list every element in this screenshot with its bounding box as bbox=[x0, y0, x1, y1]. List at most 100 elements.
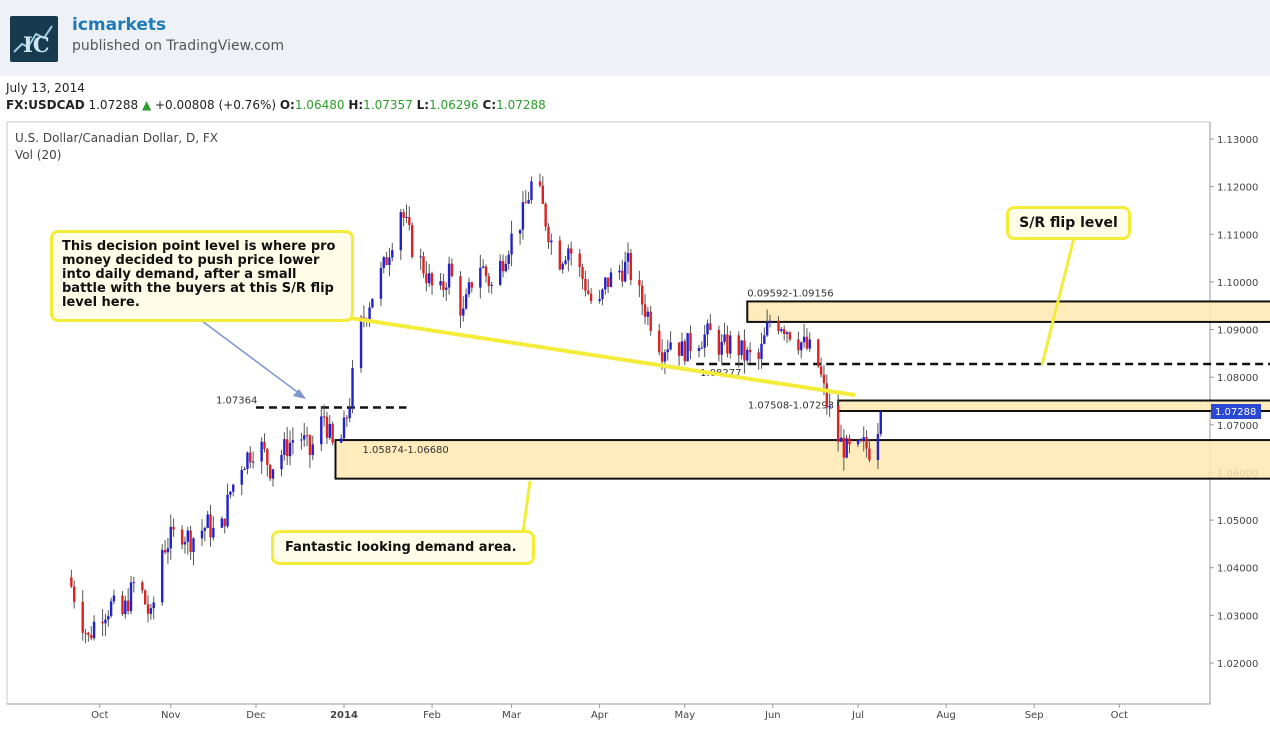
candle-body[interactable] bbox=[666, 349, 669, 353]
candle-body[interactable] bbox=[180, 529, 184, 545]
candle-body[interactable] bbox=[439, 281, 442, 286]
candle-body[interactable] bbox=[101, 621, 104, 624]
candle-body[interactable] bbox=[342, 417, 346, 439]
candle-body[interactable] bbox=[743, 340, 746, 361]
candle-body[interactable] bbox=[777, 320, 780, 332]
candle-body[interactable] bbox=[166, 548, 170, 553]
candle-body[interactable] bbox=[87, 632, 90, 636]
candle-body[interactable] bbox=[550, 240, 553, 243]
candle-body[interactable] bbox=[856, 440, 860, 445]
candle-body[interactable] bbox=[305, 435, 309, 437]
candle-body[interactable] bbox=[288, 442, 292, 457]
candle-body[interactable] bbox=[686, 333, 689, 362]
candle-body[interactable] bbox=[499, 261, 502, 285]
candle-body[interactable] bbox=[268, 464, 272, 479]
candle-body[interactable] bbox=[144, 590, 147, 605]
candle-body[interactable] bbox=[266, 448, 269, 465]
candle-body[interactable] bbox=[428, 273, 431, 284]
candle-body[interactable] bbox=[186, 530, 189, 542]
candle-body[interactable] bbox=[518, 229, 522, 234]
candle-body[interactable] bbox=[658, 330, 661, 353]
candle-body[interactable] bbox=[865, 437, 868, 449]
candle-body[interactable] bbox=[808, 339, 811, 349]
candle-body[interactable] bbox=[359, 317, 363, 369]
candle-body[interactable] bbox=[146, 604, 150, 614]
candle-body[interactable] bbox=[876, 433, 880, 461]
candle-body[interactable] bbox=[638, 280, 641, 286]
candle-body[interactable] bbox=[510, 233, 513, 255]
candle-body[interactable] bbox=[192, 538, 195, 553]
candle-body[interactable] bbox=[848, 438, 851, 445]
candle-body[interactable] bbox=[286, 439, 289, 457]
decision-zone[interactable] bbox=[837, 399, 1270, 413]
candle-body[interactable] bbox=[200, 530, 204, 539]
candle-body[interactable] bbox=[845, 438, 848, 458]
candle-body[interactable] bbox=[641, 285, 644, 305]
candle-body[interactable] bbox=[240, 469, 243, 485]
candle-body[interactable] bbox=[104, 619, 107, 624]
candle-body[interactable] bbox=[541, 185, 544, 204]
candle-body[interactable] bbox=[683, 341, 686, 362]
candle-body[interactable] bbox=[371, 298, 374, 308]
candle-body[interactable] bbox=[521, 202, 525, 230]
candle-body[interactable] bbox=[836, 405, 840, 442]
candle-body[interactable] bbox=[825, 383, 828, 408]
candle-body[interactable] bbox=[584, 278, 587, 291]
candle-body[interactable] bbox=[283, 439, 286, 455]
candle-body[interactable] bbox=[169, 526, 172, 549]
candle-body[interactable] bbox=[763, 335, 766, 344]
candle-body[interactable] bbox=[717, 329, 721, 355]
candle-body[interactable] bbox=[669, 342, 672, 350]
candle-body[interactable] bbox=[660, 352, 664, 362]
candle-body[interactable] bbox=[311, 444, 314, 455]
candle-body[interactable] bbox=[209, 514, 212, 538]
candle-body[interactable] bbox=[422, 256, 425, 274]
candle-body[interactable] bbox=[797, 339, 800, 351]
candle-body[interactable] bbox=[183, 541, 187, 545]
candle-body[interactable] bbox=[618, 270, 621, 273]
candle-body[interactable] bbox=[558, 240, 562, 270]
candle-body[interactable] bbox=[402, 212, 405, 218]
candle-body[interactable] bbox=[339, 438, 343, 443]
candle-body[interactable] bbox=[697, 348, 701, 351]
candle-body[interactable] bbox=[308, 435, 312, 455]
candle-body[interactable] bbox=[822, 374, 826, 384]
candle-body[interactable] bbox=[842, 437, 846, 458]
candle-body[interactable] bbox=[263, 441, 266, 449]
candle-body[interactable] bbox=[442, 281, 445, 290]
candle-body[interactable] bbox=[677, 342, 681, 356]
candle-body[interactable] bbox=[601, 289, 604, 300]
candle-body[interactable] bbox=[680, 341, 684, 356]
candle-body[interactable] bbox=[504, 263, 508, 272]
candle-body[interactable] bbox=[868, 448, 871, 461]
candle-body[interactable] bbox=[251, 461, 255, 463]
candle-body[interactable] bbox=[570, 248, 573, 254]
candle-body[interactable] bbox=[249, 452, 252, 463]
candle-body[interactable] bbox=[368, 307, 371, 321]
candle-body[interactable] bbox=[379, 267, 383, 299]
candle-body[interactable] bbox=[291, 440, 295, 443]
candle-body[interactable] bbox=[490, 284, 493, 286]
candle-body[interactable] bbox=[859, 440, 863, 442]
candle-body[interactable] bbox=[243, 468, 246, 470]
candle-body[interactable] bbox=[345, 417, 349, 419]
candle-body[interactable] bbox=[567, 248, 570, 261]
candle-body[interactable] bbox=[748, 349, 752, 353]
candle-body[interactable] bbox=[322, 416, 326, 418]
demand-zone[interactable] bbox=[334, 439, 1270, 480]
candle-body[interactable] bbox=[609, 272, 613, 287]
candle-body[interactable] bbox=[561, 263, 564, 270]
candle-body[interactable] bbox=[817, 339, 820, 367]
demand-note-callout[interactable]: Fantastic looking demand area. bbox=[271, 530, 535, 565]
candle-body[interactable] bbox=[109, 601, 113, 616]
candle-body[interactable] bbox=[385, 257, 388, 265]
candle-body[interactable] bbox=[828, 405, 831, 408]
candle-body[interactable] bbox=[587, 290, 590, 294]
candle-body[interactable] bbox=[598, 299, 601, 302]
candle-body[interactable] bbox=[689, 333, 692, 351]
candle-body[interactable] bbox=[430, 273, 434, 286]
candle-body[interactable] bbox=[450, 263, 454, 277]
candle-body[interactable] bbox=[723, 334, 726, 342]
candle-body[interactable] bbox=[481, 266, 485, 268]
